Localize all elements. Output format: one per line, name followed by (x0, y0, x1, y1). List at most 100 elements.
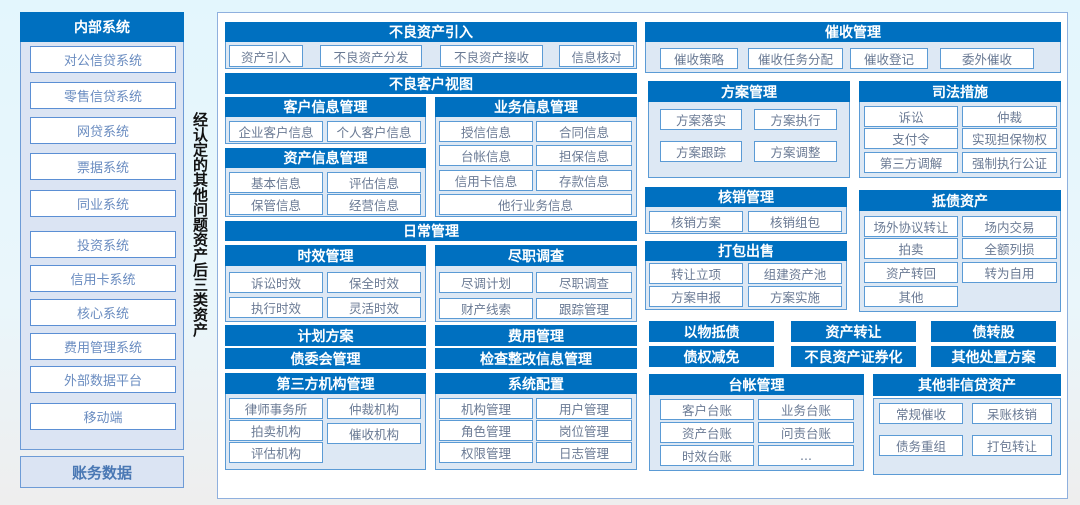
collection-item[interactable]: 委外催收 (940, 48, 1034, 69)
asset-info-item[interactable]: 保管信息 (229, 194, 323, 215)
disposal-tag[interactable]: 其他处置方案 (931, 346, 1056, 367)
foreclosed-assets-item[interactable]: 转为自用 (962, 262, 1057, 283)
timeliness-item[interactable]: 执行时效 (229, 297, 323, 318)
ledger-item[interactable]: 问责台账 (758, 422, 854, 443)
bulk-sale-item[interactable]: 转让立项 (649, 263, 743, 284)
internal-system-item[interactable]: 核心系统 (30, 299, 176, 326)
due-diligence-item[interactable]: 尽职调查 (536, 272, 632, 293)
scheme-mgmt-item[interactable]: 方案落实 (660, 109, 742, 130)
judicial-item[interactable]: 强制执行公证 (962, 152, 1057, 173)
collection-item[interactable]: 催收策略 (660, 48, 738, 69)
disposal-tag[interactable]: 以物抵债 (649, 321, 774, 342)
disposal-tag[interactable]: 资产转让 (791, 321, 916, 342)
internal-system-item[interactable]: 网贷系统 (30, 117, 176, 144)
asset-info-item[interactable]: 评估信息 (327, 172, 421, 193)
timeliness-item[interactable]: 灵活时效 (327, 297, 421, 318)
internal-system-item[interactable]: 票据系统 (30, 153, 176, 180)
due-diligence-item[interactable]: 尽调计划 (439, 272, 533, 293)
npa-intake-header[interactable]: 不良资产引入 (225, 22, 637, 42)
business-info-item[interactable]: 合同信息 (536, 121, 632, 142)
npa-customer-view-header[interactable]: 不良客户视图 (225, 73, 637, 94)
internal-system-item[interactable]: 对公信贷系统 (30, 46, 176, 73)
third-party-item[interactable]: 催收机构 (327, 423, 421, 444)
creditor-committee-header[interactable]: 债委会管理 (225, 348, 426, 369)
internal-system-item[interactable]: 移动端 (30, 403, 176, 430)
asset-info-item[interactable]: 经营信息 (327, 194, 421, 215)
collection-header[interactable]: 催收管理 (645, 22, 1061, 42)
customer-info-header[interactable]: 客户信息管理 (225, 97, 426, 117)
third-party-item[interactable]: 仲裁机构 (327, 398, 421, 419)
judicial-item[interactable]: 实现担保物权 (962, 128, 1057, 149)
inspection-rectification-header[interactable]: 检查整改信息管理 (435, 348, 637, 369)
business-info-item[interactable]: 台帐信息 (439, 145, 533, 166)
other-noncredit-header[interactable]: 其他非信贷资产 (873, 374, 1061, 396)
disposal-tag[interactable]: 债转股 (931, 321, 1056, 342)
system-config-item[interactable]: 权限管理 (439, 442, 533, 463)
other-noncredit-item[interactable]: 呆账核销 (972, 403, 1052, 424)
due-diligence-header[interactable]: 尽职调查 (435, 245, 637, 266)
foreclosed-assets-item[interactable]: 场外协议转让 (864, 216, 958, 237)
daily-mgmt-header[interactable]: 日常管理 (225, 221, 637, 241)
npa-intake-item[interactable]: 资产引入 (229, 45, 303, 67)
ledger-item[interactable]: ... (758, 445, 854, 466)
internal-system-item[interactable]: 同业系统 (30, 190, 176, 217)
judicial-item[interactable]: 仲裁 (962, 106, 1057, 127)
ledger-item[interactable]: 客户台账 (660, 399, 754, 420)
system-config-item[interactable]: 岗位管理 (536, 420, 632, 441)
due-diligence-item[interactable]: 财产线索 (439, 298, 533, 319)
third-party-item[interactable]: 评估机构 (229, 442, 323, 463)
ledger-header[interactable]: 台帐管理 (649, 374, 864, 395)
ledger-item[interactable]: 业务台账 (758, 399, 854, 420)
business-info-item[interactable]: 担保信息 (536, 145, 632, 166)
expense-mgmt-header[interactable]: 费用管理 (435, 325, 637, 346)
internal-system-item[interactable]: 费用管理系统 (30, 333, 176, 360)
judicial-item[interactable]: 第三方调解 (864, 152, 958, 173)
collection-item[interactable]: 催收任务分配 (748, 48, 843, 69)
npa-intake-item[interactable]: 不良资产分发 (320, 45, 422, 67)
disposal-tag[interactable]: 债权减免 (649, 346, 774, 367)
system-config-item[interactable]: 机构管理 (439, 398, 533, 419)
bulk-sale-header[interactable]: 打包出售 (645, 241, 847, 261)
foreclosed-assets-item[interactable]: 拍卖 (864, 238, 958, 259)
npa-intake-item[interactable]: 不良资产接收 (440, 45, 543, 67)
judicial-item[interactable]: 诉讼 (864, 106, 958, 127)
writeoff-item[interactable]: 核销方案 (649, 211, 743, 232)
npa-intake-item[interactable]: 信息核对 (559, 45, 634, 67)
bulk-sale-item[interactable]: 组建资产池 (748, 263, 842, 284)
ledger-item[interactable]: 资产台账 (660, 422, 754, 443)
system-config-item[interactable]: 角色管理 (439, 420, 533, 441)
other-noncredit-item[interactable]: 常规催收 (879, 403, 963, 424)
timeliness-item[interactable]: 诉讼时效 (229, 272, 323, 293)
writeoff-header[interactable]: 核销管理 (645, 187, 847, 207)
internal-system-item[interactable]: 外部数据平台 (30, 366, 176, 393)
timeliness-item[interactable]: 保全时效 (327, 272, 421, 293)
bulk-sale-item[interactable]: 方案实施 (748, 286, 842, 307)
foreclosed-assets-item[interactable]: 资产转回 (864, 262, 958, 283)
foreclosed-assets-item[interactable]: 全额列损 (962, 238, 1057, 259)
system-config-item[interactable]: 日志管理 (536, 442, 632, 463)
scheme-mgmt-item[interactable]: 方案执行 (754, 109, 837, 130)
asset-info-header[interactable]: 资产信息管理 (225, 148, 426, 168)
disposal-tag[interactable]: 不良资产证券化 (791, 346, 916, 367)
scheme-mgmt-header[interactable]: 方案管理 (648, 81, 850, 102)
collection-item[interactable]: 催收登记 (850, 48, 928, 69)
other-noncredit-item[interactable]: 债务重组 (879, 435, 963, 456)
business-info-item[interactable]: 信用卡信息 (439, 170, 533, 191)
ledger-item[interactable]: 时效台账 (660, 445, 754, 466)
timeliness-header[interactable]: 时效管理 (225, 245, 426, 266)
internal-system-item[interactable]: 信用卡系统 (30, 265, 176, 292)
business-info-item[interactable]: 授信信息 (439, 121, 533, 142)
foreclosed-assets-item[interactable]: 其他 (864, 286, 958, 307)
writeoff-item[interactable]: 核销组包 (748, 211, 842, 232)
judicial-header[interactable]: 司法措施 (859, 81, 1061, 102)
business-info-item[interactable]: 他行业务信息 (439, 194, 632, 215)
business-info-item[interactable]: 存款信息 (536, 170, 632, 191)
scheme-mgmt-item[interactable]: 方案调整 (754, 141, 837, 162)
scheme-mgmt-item[interactable]: 方案跟踪 (660, 141, 742, 162)
customer-info-item[interactable]: 企业客户信息 (229, 121, 323, 142)
judicial-item[interactable]: 支付令 (864, 128, 958, 149)
system-config-header[interactable]: 系统配置 (435, 373, 637, 394)
customer-info-item[interactable]: 个人客户信息 (327, 121, 421, 142)
accounting-data-box[interactable]: 账务数据 (20, 456, 184, 488)
third-party-item[interactable]: 律师事务所 (229, 398, 323, 419)
